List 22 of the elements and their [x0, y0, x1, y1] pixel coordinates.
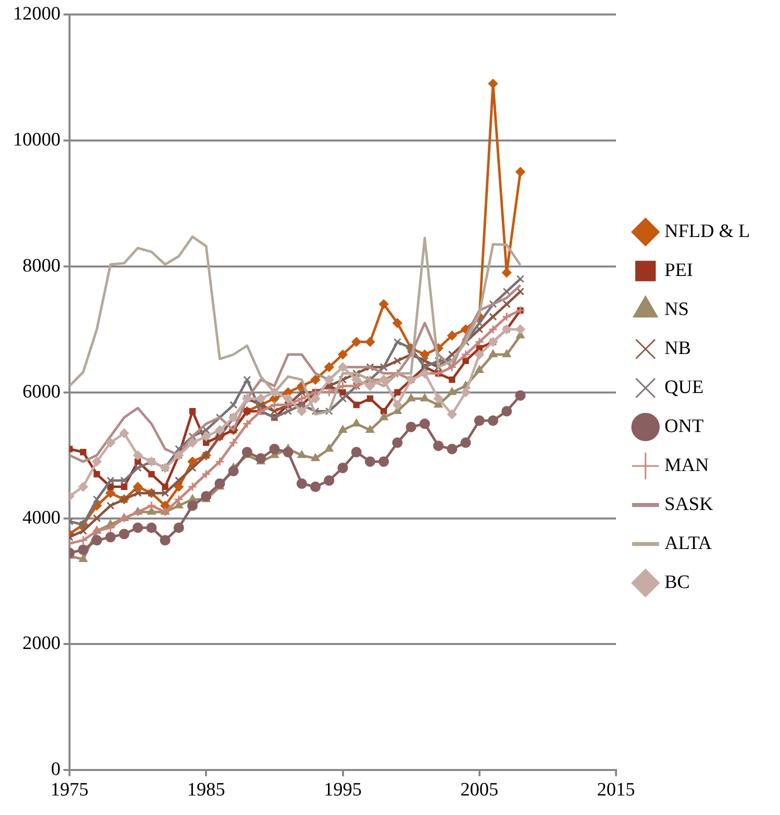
y-tick-label: 0	[51, 759, 60, 780]
y-tick-label: 12000	[13, 3, 60, 24]
legend-label: NS	[664, 298, 689, 320]
x-tick-label: 2005	[460, 780, 498, 801]
legend-label: QUE	[664, 376, 704, 398]
legend-label: BC	[664, 572, 690, 593]
x-tick-label: 1995	[324, 780, 362, 801]
legend-label: PEI	[664, 260, 693, 281]
y-tick-label: 4000	[22, 507, 60, 528]
x-tick-label: 2015	[597, 780, 635, 801]
y-tick-label: 2000	[22, 633, 60, 654]
legend-label: ALTA	[664, 532, 712, 554]
legend-label: SASK	[664, 494, 714, 515]
y-tick-label: 10000	[13, 129, 60, 150]
legend-label: NFLD & L	[664, 220, 750, 242]
x-tick-label: 1975	[50, 780, 88, 801]
legend-label: NB	[664, 338, 691, 359]
y-tick-label: 8000	[22, 255, 60, 276]
legend-label: ONT	[664, 416, 704, 437]
x-tick-label: 1985	[187, 780, 226, 801]
legend-label: MAN	[664, 454, 710, 476]
y-tick-label: 6000	[22, 381, 60, 402]
